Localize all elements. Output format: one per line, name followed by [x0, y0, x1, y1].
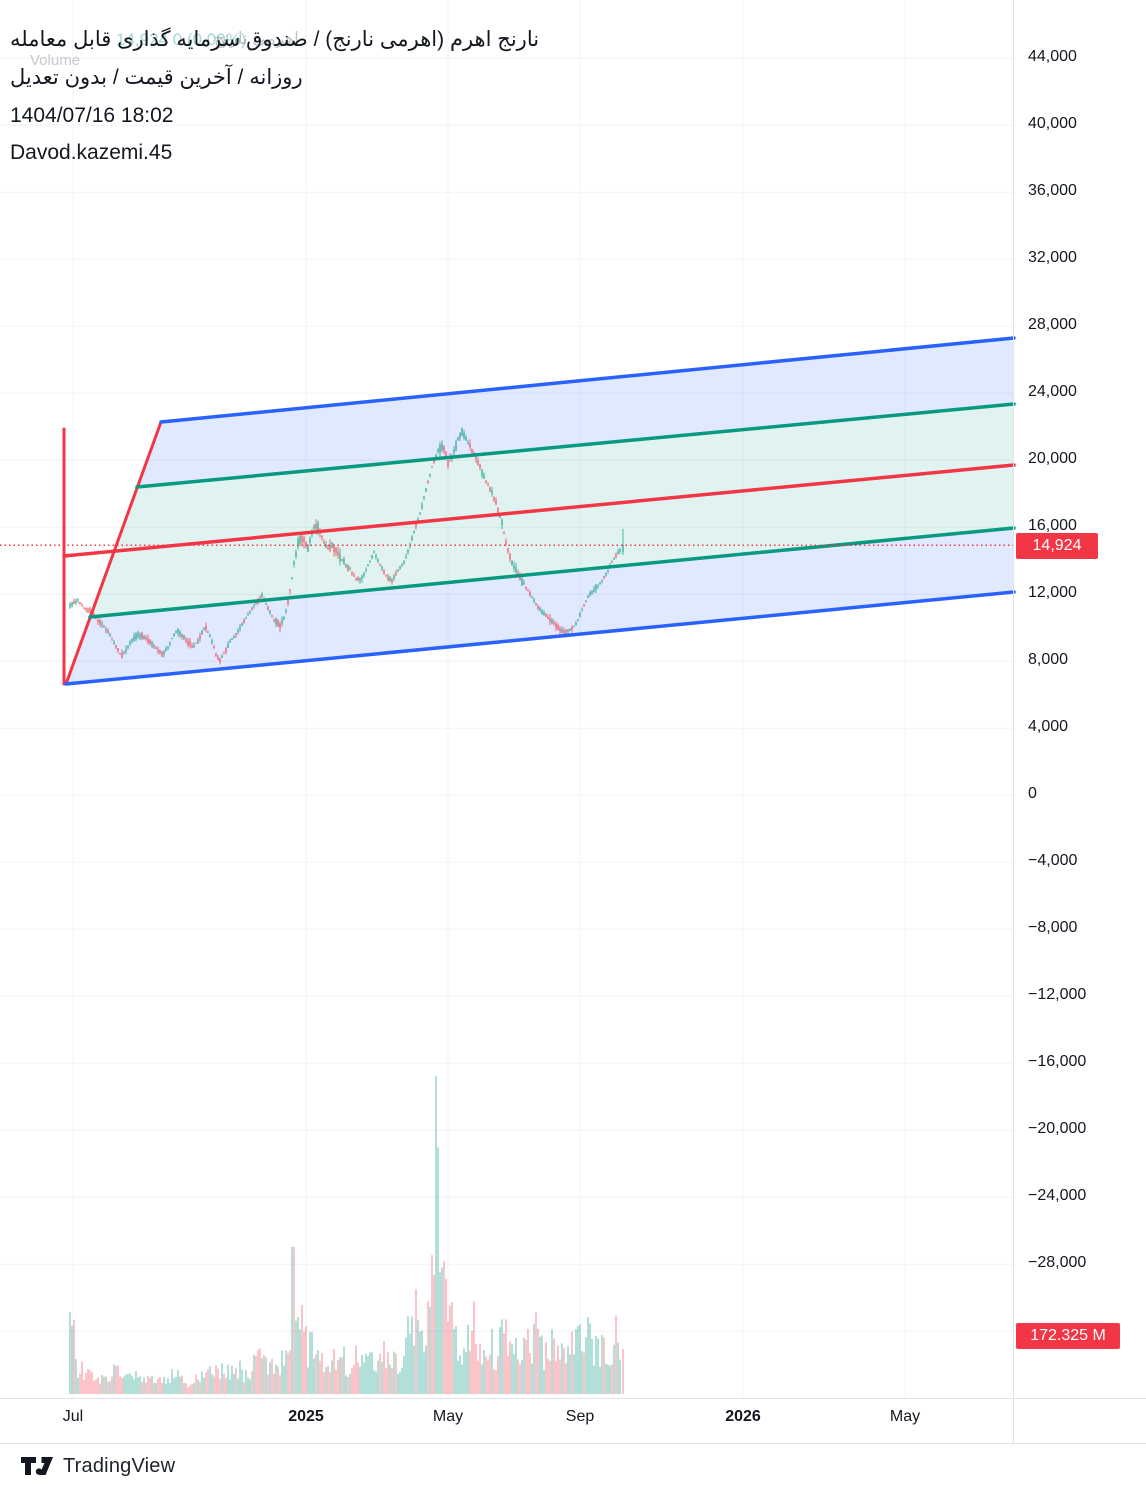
last-price-badge: 14,924	[1016, 533, 1098, 559]
grid-lines	[0, 0, 1013, 1398]
chart-settings-line: روزانه / آخرین قیمت / بدون تعدیل	[10, 66, 303, 89]
chart-canvas[interactable]	[0, 0, 1146, 1443]
time-axis-label: May	[432, 1408, 464, 1425]
candlestick-series	[69, 427, 624, 665]
pitchfork-upper-inner-level	[135, 402, 1016, 489]
chart-username: Davod.kazemi.45	[10, 141, 173, 164]
pitchfork-median	[62, 463, 1016, 558]
time-axis-label: Jul	[62, 1408, 84, 1425]
time-axis-bottom-border	[0, 1443, 1146, 1444]
pitchfork-lower-tine	[64, 590, 1016, 686]
time-axis-label: Sep	[565, 1408, 595, 1425]
volume-series	[69, 1076, 624, 1394]
time-axis-top-border	[0, 1398, 1146, 1399]
tradingview-logo[interactable]: TradingView	[20, 1454, 175, 1478]
time-axis-label: 2025	[288, 1408, 324, 1425]
chart-datetime: 1404/07/16 18:02	[10, 104, 174, 127]
tradingview-logo-icon	[21, 1457, 53, 1475]
pitchfork-lines	[62, 336, 1016, 686]
volume-badge: 172.325 M	[1016, 1323, 1120, 1349]
symbol-title: نارنج اهرم (اهرمی نارنج) / صندوق سرمایه …	[10, 28, 540, 51]
tradingview-brand-text: TradingView	[63, 1454, 176, 1477]
price-axis-border	[1013, 0, 1014, 1443]
pitchfork-lower-inner-level	[88, 526, 1016, 619]
time-axis-label: May	[889, 1408, 921, 1425]
time-axis-label: 2026	[725, 1408, 761, 1425]
footer: TradingView	[20, 1451, 175, 1481]
time-axis[interactable]: Jul 2025 May Sep 2026 May	[0, 1399, 1146, 1443]
pitchfork-upper-tine	[159, 336, 1016, 424]
